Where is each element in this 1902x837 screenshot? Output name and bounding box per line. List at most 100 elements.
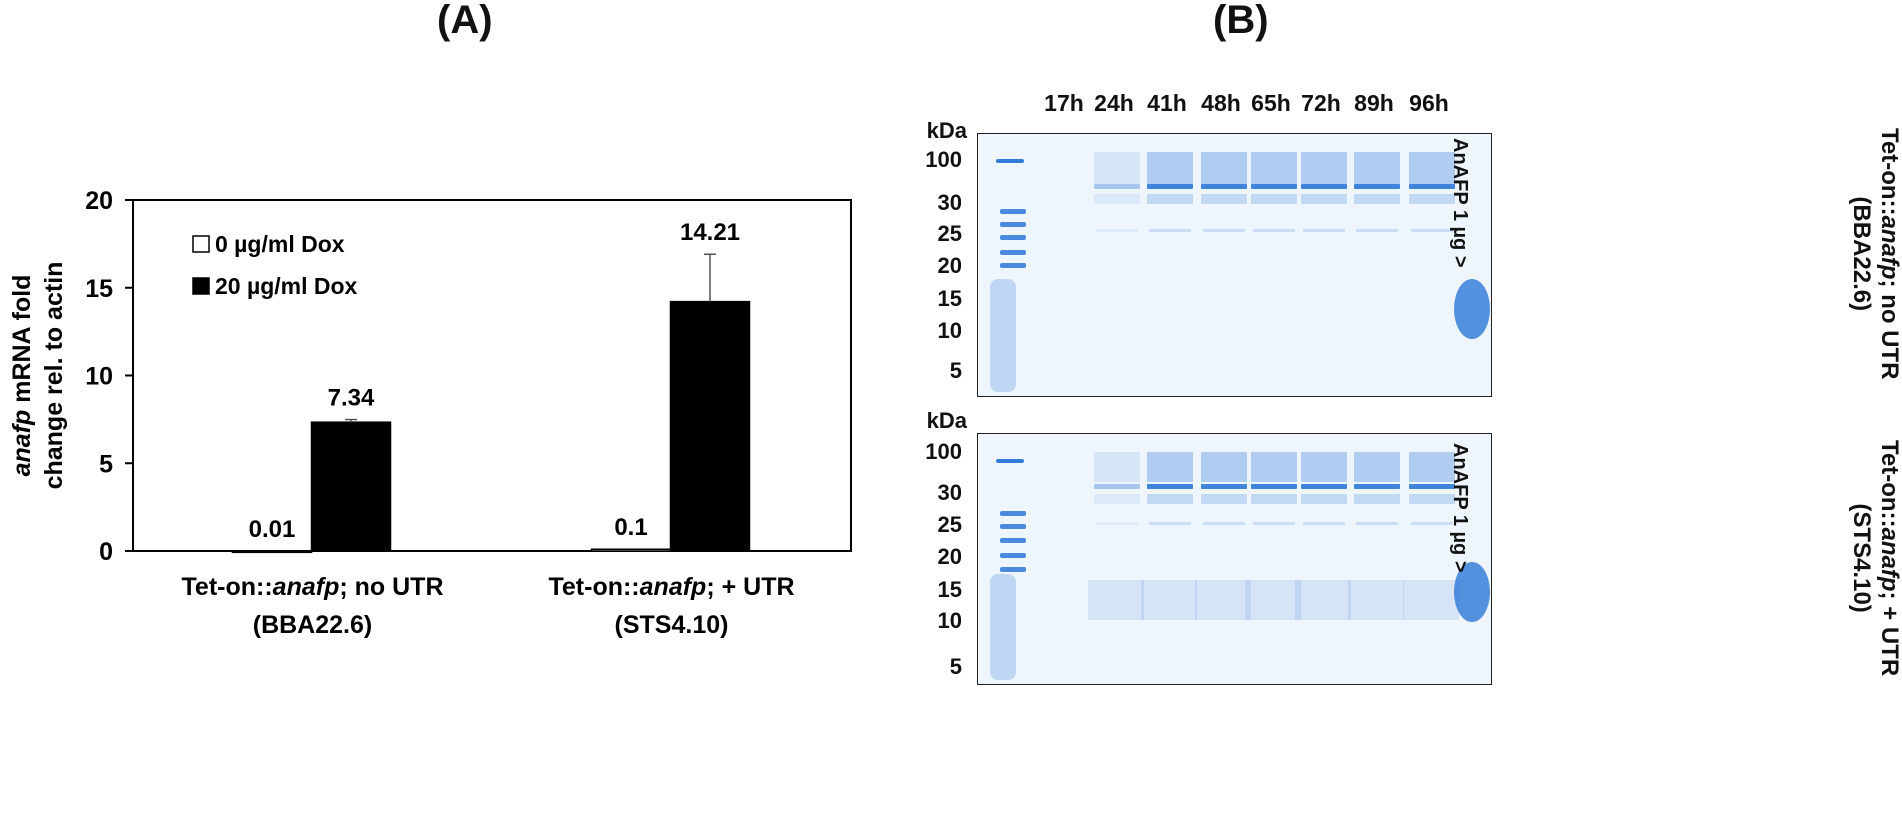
data-label: 0.1 [614,514,647,541]
protein-smear [1301,152,1347,184]
gel-image-1 [977,133,1492,397]
protein-band [1201,484,1247,489]
kda-label: kDa [926,118,967,143]
y-axis-label-line-2: change rel. to actin [40,262,68,490]
protein-band [1203,522,1245,525]
protein-band [1303,522,1345,525]
protein-smear [1088,580,1144,620]
y-tick-label: 0 [99,538,113,566]
protein-band [1096,229,1138,232]
protein-band [1356,229,1398,232]
protein-smear [1251,194,1297,204]
protein-band [1354,184,1400,189]
ladder-band [1000,553,1026,558]
gel-2-strain-label: Tet-on::anafp; + UTR (STS4.10) [1848,440,1902,677]
protein-band [1147,484,1193,489]
protein-band [1096,522,1138,525]
bar [231,550,313,554]
marker-label: 30 [937,480,962,505]
ladder-band [996,159,1024,163]
protein-band [1149,522,1191,525]
legend-label: 20 µg/ml Dox [215,273,358,299]
anafp-standard-label: AnAFP 1 µg > [1449,443,1471,573]
x-category-label: Tet-on::anafp; no UTR [182,573,444,601]
marker-label: 20 [937,253,962,278]
marker-label: 15 [937,286,962,311]
protein-smear [1201,494,1247,504]
protein-band [1356,522,1398,525]
protein-smear [1147,494,1193,504]
protein-smear [1094,152,1140,184]
protein-smear [1147,194,1193,204]
lane-label: 96h [1409,90,1449,116]
y-tick-label: 10 [85,363,113,391]
protein-band [1203,229,1245,232]
lane-label: 17h [1044,90,1084,116]
marker-label: 25 [937,221,962,246]
protein-smear [1147,452,1193,482]
x-category-label-line-2: (BBA22.6) [253,611,372,639]
data-label: 0.01 [249,516,296,543]
ladder-smear [990,279,1016,392]
marker-label: 100 [925,147,962,172]
ladder-band [1000,209,1026,214]
ladder-band [1000,235,1026,240]
protein-smear [1354,452,1400,482]
protein-smear [1251,152,1297,184]
protein-band [1094,184,1140,189]
lane-label: 89h [1354,90,1394,116]
ladder-band [1000,250,1026,255]
marker-label: 15 [937,577,962,602]
protein-smear [1245,580,1301,620]
ladder-band [1000,222,1026,227]
protein-smear [1195,580,1251,620]
ladder-band [1000,538,1026,543]
anafp-standard-band [1454,279,1490,339]
marker-label: 30 [937,190,962,215]
ladder-band [1000,263,1026,268]
gel-1-strain-label: Tet-on::anafp; no UTR (BBA22.6) [1848,128,1902,380]
protein-smear [1409,452,1455,482]
lane-label: 72h [1301,90,1341,116]
protein-band [1411,522,1453,525]
legend-label: 0 µg/ml Dox [215,231,345,257]
protein-smear [1295,580,1351,620]
protein-smear [1409,152,1455,184]
protein-band [1411,229,1453,232]
protein-smear [1094,452,1140,482]
protein-smear [1354,194,1400,204]
ladder-band [1000,511,1026,516]
protein-band [1253,522,1295,525]
protein-band [1301,184,1347,189]
y-tick-label: 5 [99,450,113,478]
x-category-label: Tet-on::anafp; + UTR [548,573,794,601]
protein-band [1251,484,1297,489]
marker-label: 25 [937,512,962,537]
protein-band [1253,229,1295,232]
protein-band [1409,184,1455,189]
protein-smear [1301,194,1347,204]
y-tick-label: 15 [85,275,113,303]
lane-label: 24h [1094,90,1134,116]
lane-label: 41h [1147,90,1187,116]
protein-smear [1201,152,1247,184]
marker-label: 5 [949,358,962,383]
panel-a-label: (A) [437,0,493,42]
protein-smear [1251,494,1297,504]
ladder-band [1000,524,1026,529]
marker-label: 100 [925,439,962,464]
lane-label: 65h [1251,90,1291,116]
legend-swatch [192,277,210,295]
ladder-band [1000,567,1026,572]
protein-smear [1403,580,1459,620]
panel-b-label: (B) [1213,0,1269,42]
anafp-standard-band [1454,562,1490,622]
x-category-label-line-2: (STS4.10) [615,611,729,639]
data-label: 7.34 [328,385,375,412]
protein-band [1354,484,1400,489]
bar [310,421,392,552]
protein-band [1149,229,1191,232]
ladder-smear [990,574,1016,680]
protein-smear [1094,494,1140,504]
bar [669,300,751,552]
